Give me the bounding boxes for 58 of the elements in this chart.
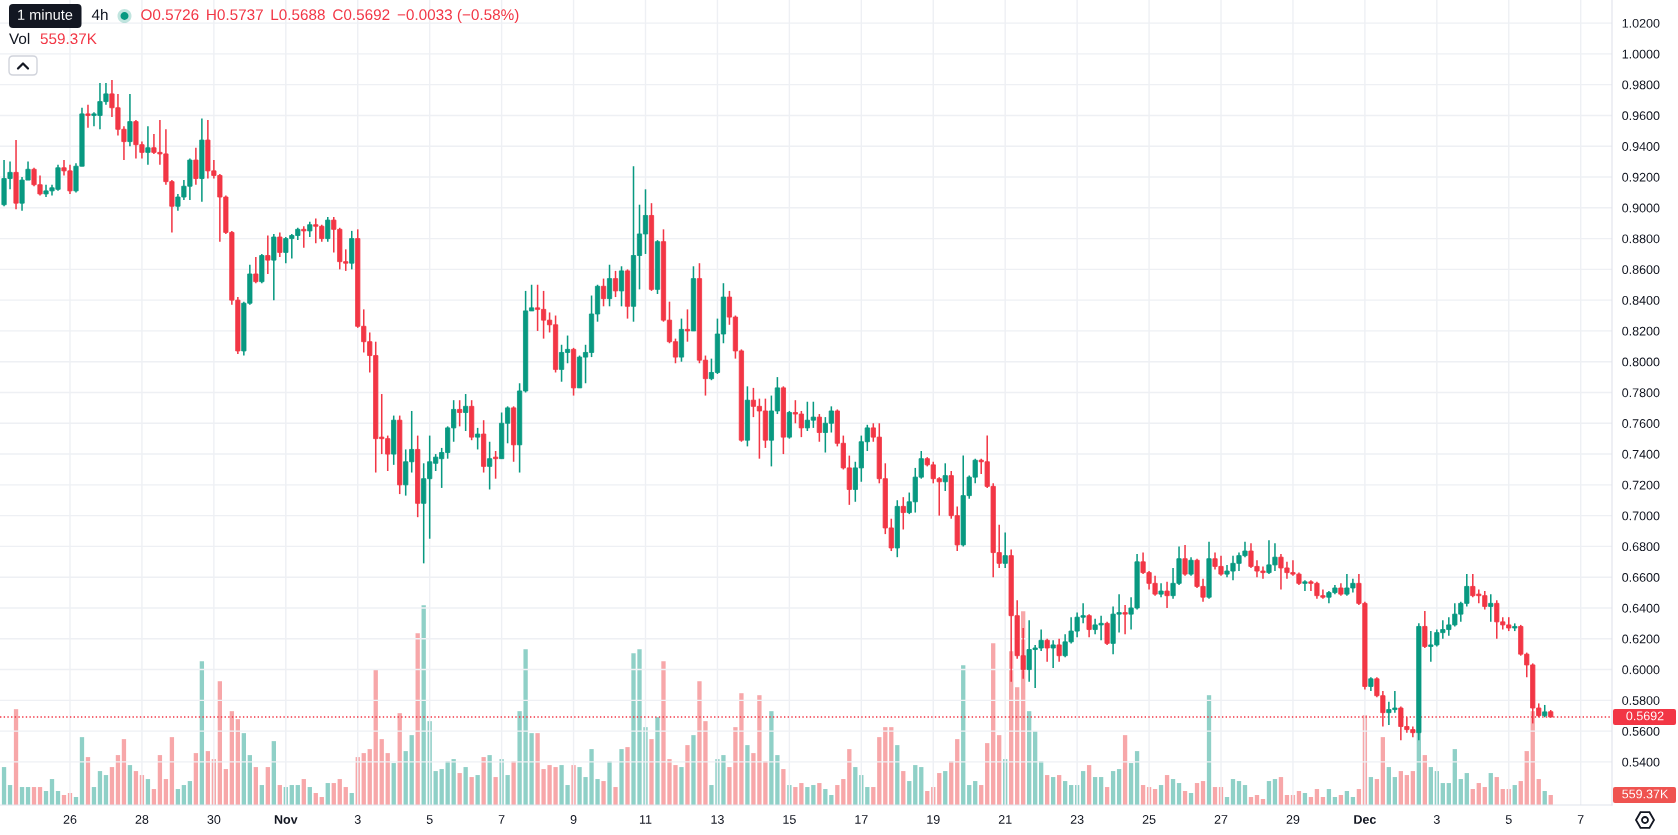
x-tick-label: 3 [354, 815, 361, 824]
x-tick-label: 23 [1070, 815, 1084, 824]
annotation: 559.37K [40, 33, 97, 45]
annotation: L0.5688 [271, 9, 325, 21]
y-tick-label: 0.8200 [1622, 326, 1660, 336]
y-tick-label: 0.5400 [1622, 757, 1660, 767]
x-tick-label: 7 [1577, 815, 1584, 824]
x-tick-label: 17 [855, 815, 868, 824]
y-tick-label: 0.5600 [1622, 726, 1660, 736]
annotation: O0.5726 [141, 9, 199, 21]
x-tick-label: 30 [207, 815, 221, 824]
x-tick-label: 11 [639, 815, 652, 824]
y-tick-label: 0.8000 [1622, 357, 1660, 367]
annotation: H0.5737 [207, 9, 263, 21]
annotation: −0.0033 (−0.58%) [397, 8, 519, 24]
x-tick-label: Dec [1354, 815, 1376, 824]
x-tick-label: 29 [1286, 815, 1300, 824]
y-tick-label: 0.5800 [1622, 696, 1660, 705]
x-tick-label: 7 [498, 815, 505, 824]
x-tick-label: Nov [274, 815, 298, 824]
y-tick-label: 0.8400 [1622, 295, 1660, 305]
y-tick-label: 0.7200 [1622, 480, 1660, 490]
y-tick-label: 0.8800 [1622, 234, 1660, 244]
x-tick-label: 5 [426, 815, 433, 824]
y-tick-label: 0.7400 [1622, 449, 1660, 459]
y-tick-label: 0.6600 [1622, 573, 1660, 582]
x-tick-label: 25 [1142, 815, 1156, 824]
y-tick-label: 0.7800 [1622, 388, 1660, 398]
x-tick-label: 15 [783, 815, 796, 824]
chart-title: Vol [9, 32, 30, 45]
y-tick-label: 0.9600 [1622, 111, 1660, 121]
x-tick-label: 5 [1505, 815, 1512, 824]
x-tick-label: 13 [711, 815, 724, 824]
y-tick-label: 0.6000 [1622, 665, 1660, 675]
y-tick-label: 1.0200 [1622, 18, 1660, 28]
y-tick-label: 0.8600 [1622, 265, 1660, 275]
annotation: C0.5692 [333, 9, 390, 21]
y-tick-label: 0.9000 [1622, 203, 1660, 213]
x-tick-label: 26 [63, 815, 77, 824]
text: 559.37K [1622, 789, 1669, 799]
y-tick-label: 0.7600 [1622, 419, 1660, 428]
annotation: 1 minute [18, 9, 73, 20]
y-tick-label: 0.9800 [1622, 80, 1660, 90]
y-tick-label: 0.7000 [1622, 511, 1660, 521]
y-tick-label: 0.6200 [1622, 634, 1660, 644]
x-tick-label: 19 [927, 815, 940, 824]
x-tick-label: 27 [1214, 815, 1228, 824]
ref-line-label: 0.5692 [1626, 711, 1664, 721]
y-tick-label: 0.6400 [1622, 603, 1660, 613]
y-tick-label: 0.9400 [1622, 142, 1660, 151]
y-tick-label: 0.9200 [1622, 172, 1660, 182]
y-tick-label: 1.0000 [1622, 49, 1660, 59]
x-tick-label: 28 [135, 815, 149, 824]
chart-title: 4h [91, 8, 108, 20]
x-tick-label: 9 [570, 815, 577, 824]
x-tick-label: 21 [998, 815, 1012, 824]
y-tick-label: 0.6800 [1622, 542, 1660, 552]
x-tick-label: 3 [1433, 815, 1440, 824]
